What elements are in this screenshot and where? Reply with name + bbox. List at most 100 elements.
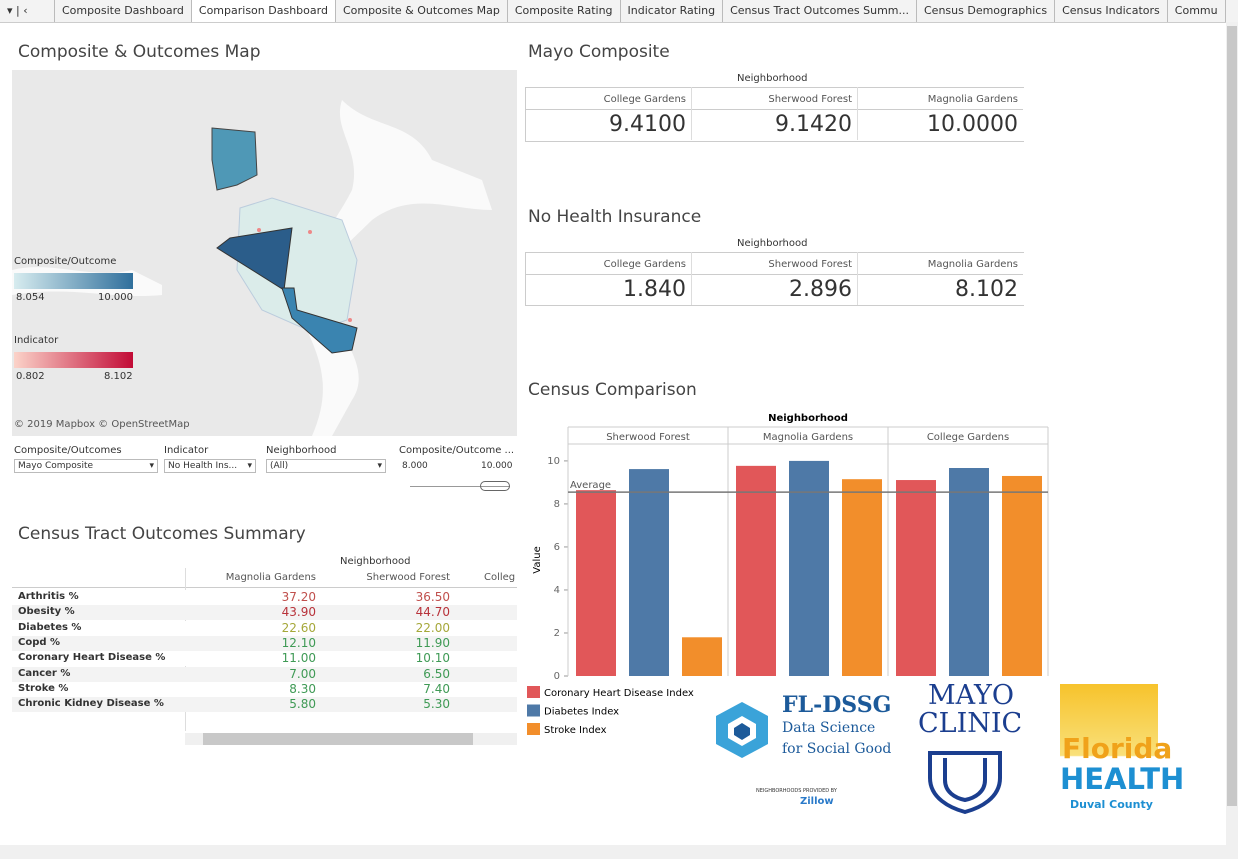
tab[interactable]: Census Indicators [1055,0,1168,22]
map [12,70,517,436]
logo-text: Duval County [1070,798,1153,811]
map-title: Composite & Outcomes Map [18,42,261,62]
column-label: Sherwood Forest [366,572,450,583]
table-line [691,87,692,140]
reference-label: Average [570,480,611,491]
tab[interactable]: Commu [1168,0,1226,22]
slider-track[interactable] [410,486,510,487]
bar [1002,475,1042,676]
tab[interactable]: Composite & Outcomes Map [336,0,508,22]
y-tick-label: 8 [554,499,560,510]
legend-min: 0.802 [16,371,45,382]
row-label: Chronic Kidney Disease % [18,698,164,710]
kpi-title: Mayo Composite [528,42,670,62]
column-label: Magnolia Gardens [927,259,1018,270]
dropdown-value: (All) [270,461,289,471]
bar [736,465,776,676]
map-region[interactable] [211,127,258,191]
pane-label: Magnolia Gardens [763,432,853,443]
slider-max: 10.000 [481,461,513,471]
bar [789,460,829,676]
y-tick-label: 0 [554,671,560,682]
pane-label: Sherwood Forest [606,432,690,443]
row-label: Coronary Heart Disease % [18,652,166,664]
legend-max: 10.000 [98,292,133,303]
axis-label: Value [532,546,543,573]
column-label: Colleg [484,572,516,583]
table-row: Diabetes % 22.60 22.00 [12,620,517,636]
cell-value: 37.20 [281,590,316,604]
filter-label: Composite/Outcome ... [399,445,515,456]
cell-value: 10.10 [415,651,450,666]
slider-handle[interactable] [480,481,510,491]
v-scrollbar[interactable] [1226,22,1238,845]
cell-value: 43.90 [281,605,316,620]
cell-value: 8.30 [289,681,316,696]
kpi-title: No Health Insurance [528,207,702,227]
kpi-value: 2.896 [789,277,852,302]
y-tick-label: 10 [547,456,560,467]
dropdown[interactable]: (All) ▾ [266,459,386,473]
scrollbar[interactable] [185,733,517,745]
florida-logo [1060,684,1158,814]
filter-label: Neighborhood [266,445,337,456]
chart-title: Census Comparison [528,380,697,400]
cell-value: 44.70 [415,605,450,620]
bar [576,490,616,676]
pane-label: College Gardens [927,432,1009,443]
logo-text: CLINIC [918,708,1023,739]
table-row: Coronary Heart Disease % 11.00 10.10 [12,651,517,667]
table-border [525,87,1024,142]
tab[interactable]: Census Demographics [917,0,1056,22]
table-border [525,252,1024,306]
cell-value: 22.00 [415,620,450,635]
bar [949,468,989,676]
cell-value: 12.10 [281,635,316,650]
tab-bar: ▾ | ‹ Composite Dashboard Comparison Dashb… [0,0,1238,23]
logo-text: Zillow [800,796,834,807]
dropdown[interactable]: No Health Ins... ▾ [164,459,256,473]
cell-value: 22.60 [281,620,316,635]
table-line [12,587,517,588]
map-region[interactable] [281,287,358,354]
table-line [525,274,1023,275]
filter-label: Composite/Outcomes [14,445,122,456]
bar [629,469,669,676]
tab-nav[interactable]: ▾ | ‹ [0,0,55,22]
tab[interactable]: Composite Rating [508,0,621,22]
legend-label: Coronary Heart Disease Index [544,688,694,699]
row-label: Cancer % [18,667,71,679]
tab[interactable]: Census Tract Outcomes Summ... [723,0,917,22]
tab[interactable]: Comparison Dashboard [191,0,336,22]
table-line [857,87,858,140]
bar [842,479,882,676]
h-scrollbar[interactable] [0,845,1238,859]
dropdown[interactable]: Mayo Composite ▾ [14,459,158,473]
logo-text: Florida [1062,732,1173,765]
y-tick-label: 4 [554,585,560,596]
slider-min: 8.000 [402,461,428,471]
kpi-value: 10.0000 [927,112,1018,137]
legend-max: 8.102 [104,371,133,382]
filter-label: Indicator [164,445,209,456]
column-label: Sherwood Forest [768,259,852,270]
tab[interactable]: Composite Dashboard [55,0,192,22]
legend-swatch [527,686,540,698]
column-label: Magnolia Gardens [225,572,316,583]
bar [896,480,936,676]
column-label: College Gardens [603,259,686,270]
kpi-value: 1.840 [623,277,686,302]
logo-text: NEIGHBORHOODS PROVIDED BY [756,788,837,794]
legend-min: 8.054 [16,292,45,303]
row-label: Arthritis % [18,591,79,602]
legend-swatch [527,723,540,735]
legend-swatch [527,704,540,717]
mayo-shield [928,751,1002,814]
logo-text: MAYO [928,680,1015,711]
table-row: Obesity % 43.90 44.70 [12,605,517,621]
kpi-value: 8.102 [955,277,1018,302]
dropdown-value: Mayo Composite [18,461,94,471]
logo-text: FL-DSSG [782,692,892,718]
table-row: Copd % 12.10 11.90 [12,635,517,651]
tab[interactable]: Indicator Rating [621,0,724,22]
